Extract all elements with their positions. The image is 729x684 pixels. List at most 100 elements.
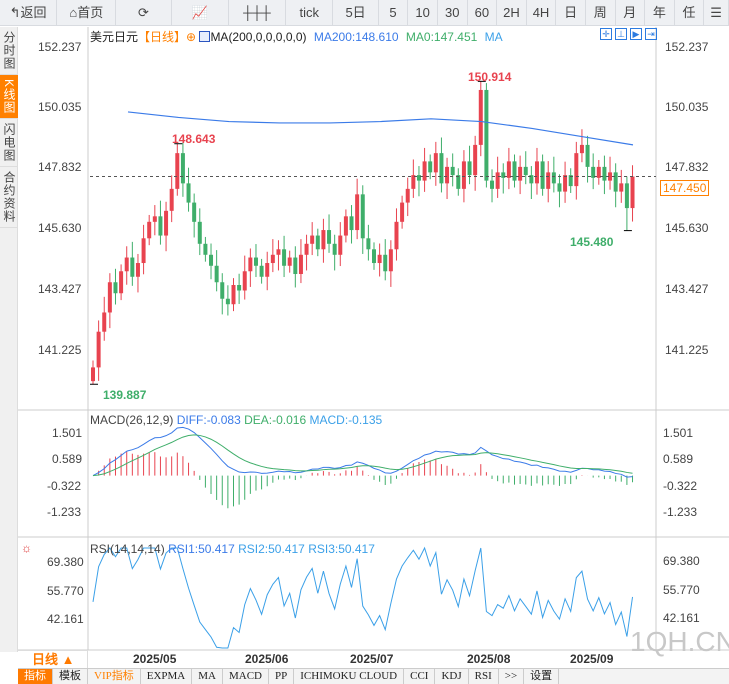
toolbar-item[interactable]: 任 [675, 0, 705, 26]
candle-body [248, 257, 253, 272]
indicator-tab[interactable]: RSI [469, 669, 499, 684]
macd-dea: DEA:-0.016 [244, 413, 307, 427]
toolbar-item[interactable]: 日 [556, 0, 586, 26]
axis-label: 150.035 [38, 100, 82, 114]
candle-body [411, 175, 416, 189]
axis-label: -0.322 [663, 479, 698, 493]
toolbar-item[interactable]: 📈 [172, 0, 229, 26]
axis-label: 1.501 [52, 426, 83, 440]
toolbar-item[interactable]: 60 [468, 0, 498, 26]
candle-body [478, 89, 483, 145]
axis-label: 42.161 [663, 611, 700, 625]
crosshair-icon[interactable]: ✛ [600, 28, 612, 40]
toolbar-item[interactable]: ⌂首页 [57, 0, 117, 26]
toolbar-item[interactable]: ┼┼┼ [229, 0, 287, 26]
candle-body [372, 249, 376, 264]
sidebar-tab[interactable]: 分时图 [0, 27, 18, 75]
ma-indicator-icon[interactable] [199, 31, 211, 42]
candle-body [377, 254, 382, 264]
candle-body [405, 188, 410, 203]
candle-body [321, 230, 326, 250]
candle-body [461, 161, 466, 189]
ma-params: MA(200,0,0,0,0,0) [210, 30, 307, 44]
toolbar-item[interactable]: 2H [497, 0, 527, 26]
toolbar-item[interactable]: 年 [645, 0, 675, 26]
date-label: 2025/07 [350, 652, 394, 666]
candle-body [225, 298, 230, 305]
indicator-tab[interactable]: 指标 [18, 669, 53, 684]
toolbar-item[interactable]: 周 [586, 0, 616, 26]
settings-icon[interactable]: ⊕ [186, 30, 197, 44]
candle-body [282, 249, 287, 266]
axis-label: 0.589 [52, 452, 83, 466]
rsi3-value: RSI3:50.417 [308, 542, 375, 556]
candle-body [276, 249, 281, 255]
indicator-tab[interactable]: 模板 [53, 669, 88, 684]
sidebar: 分时图 K线图 闪电图 合约资料 [0, 27, 18, 652]
symbol-name: 美元日元 [90, 30, 139, 44]
candle-body [473, 144, 478, 176]
toolbar-item[interactable]: 月 [616, 0, 646, 26]
indicator-tab[interactable]: KDJ [435, 669, 469, 684]
candle-body [360, 194, 365, 239]
candle-body [338, 235, 343, 255]
toolbar-item[interactable]: ⟳ [116, 0, 172, 26]
candle-body [394, 221, 399, 250]
candle-body [501, 172, 506, 178]
indicator-tab[interactable]: ICHIMOKU CLOUD [294, 669, 405, 684]
ma200-line [127, 111, 634, 146]
candle-body [534, 161, 539, 184]
indicator-tab[interactable]: EXPMA [141, 669, 193, 684]
toolbar-item[interactable]: 10 [408, 0, 438, 26]
axis-label: 145.630 [665, 221, 709, 235]
candle-body [456, 175, 461, 189]
candle-body [253, 257, 258, 266]
indicator-tab[interactable]: MA [192, 669, 223, 684]
candle-body [608, 172, 613, 181]
step-icon[interactable]: ▶ [630, 28, 642, 40]
toolbar-item[interactable]: tick [286, 0, 334, 26]
indicator-tab[interactable]: 设置 [524, 669, 560, 684]
sidebar-tab[interactable]: 闪电图 [0, 119, 18, 168]
candle-body [585, 144, 590, 167]
indicator-tab[interactable]: PP [269, 669, 295, 684]
sidebar-tab[interactable]: 合约资料 [0, 167, 18, 229]
chart-legend: 美元日元【日线】⊕ MA(200,0,0,0,0,0) MA200:148.61… [90, 28, 503, 45]
axis-label: 55.770 [47, 584, 84, 598]
chart-canvas[interactable] [0, 0, 729, 668]
indicator-tab[interactable]: MACD [223, 669, 269, 684]
candle-body [343, 216, 348, 236]
candle-body [450, 166, 455, 176]
date-label: 2025/05 [133, 652, 177, 666]
sidebar-tab[interactable]: K线图 [0, 75, 18, 120]
candle-body [265, 263, 270, 277]
toolbar-item[interactable]: 4H [527, 0, 557, 26]
go-end-icon[interactable]: ⇥ [645, 28, 657, 40]
toolbar-item[interactable]: 5日 [333, 0, 379, 26]
candle-body [568, 175, 573, 187]
toolbar-item[interactable]: ☰ [704, 0, 729, 26]
candle-body [287, 257, 292, 266]
axis-label: 152.237 [38, 40, 82, 54]
candle-body [546, 172, 551, 189]
rsi-settings-icon[interactable]: ☼ [21, 541, 32, 555]
candle-body [416, 175, 421, 181]
rsi-legend: RSI(14,14,14) RSI1:50.417 RSI2:50.417 RS… [90, 542, 375, 556]
candle-body [130, 257, 135, 277]
period-button[interactable]: 日线 ▲ [18, 650, 88, 668]
watermark: 1QH.CN [630, 626, 729, 657]
candle-body [551, 172, 556, 184]
toolbar-item[interactable]: 5 [379, 0, 409, 26]
macd-diff: DIFF:-0.083 [176, 413, 241, 427]
candle-body [428, 161, 433, 173]
candle-body [96, 331, 101, 368]
toolbar-item[interactable]: ↰返回 [0, 0, 58, 26]
indicator-tab[interactable]: VIP指标 [88, 669, 141, 684]
toolbar-item[interactable]: 30 [438, 0, 468, 26]
indicator-tab[interactable]: >> [499, 669, 525, 684]
zoom-range-icon[interactable]: ⊥ [615, 28, 627, 40]
candle-body [490, 180, 495, 189]
extreme-label: 148.643 [172, 132, 216, 146]
ma0-value: MA0:147.451 [405, 30, 478, 44]
indicator-tab[interactable]: CCI [404, 669, 436, 684]
